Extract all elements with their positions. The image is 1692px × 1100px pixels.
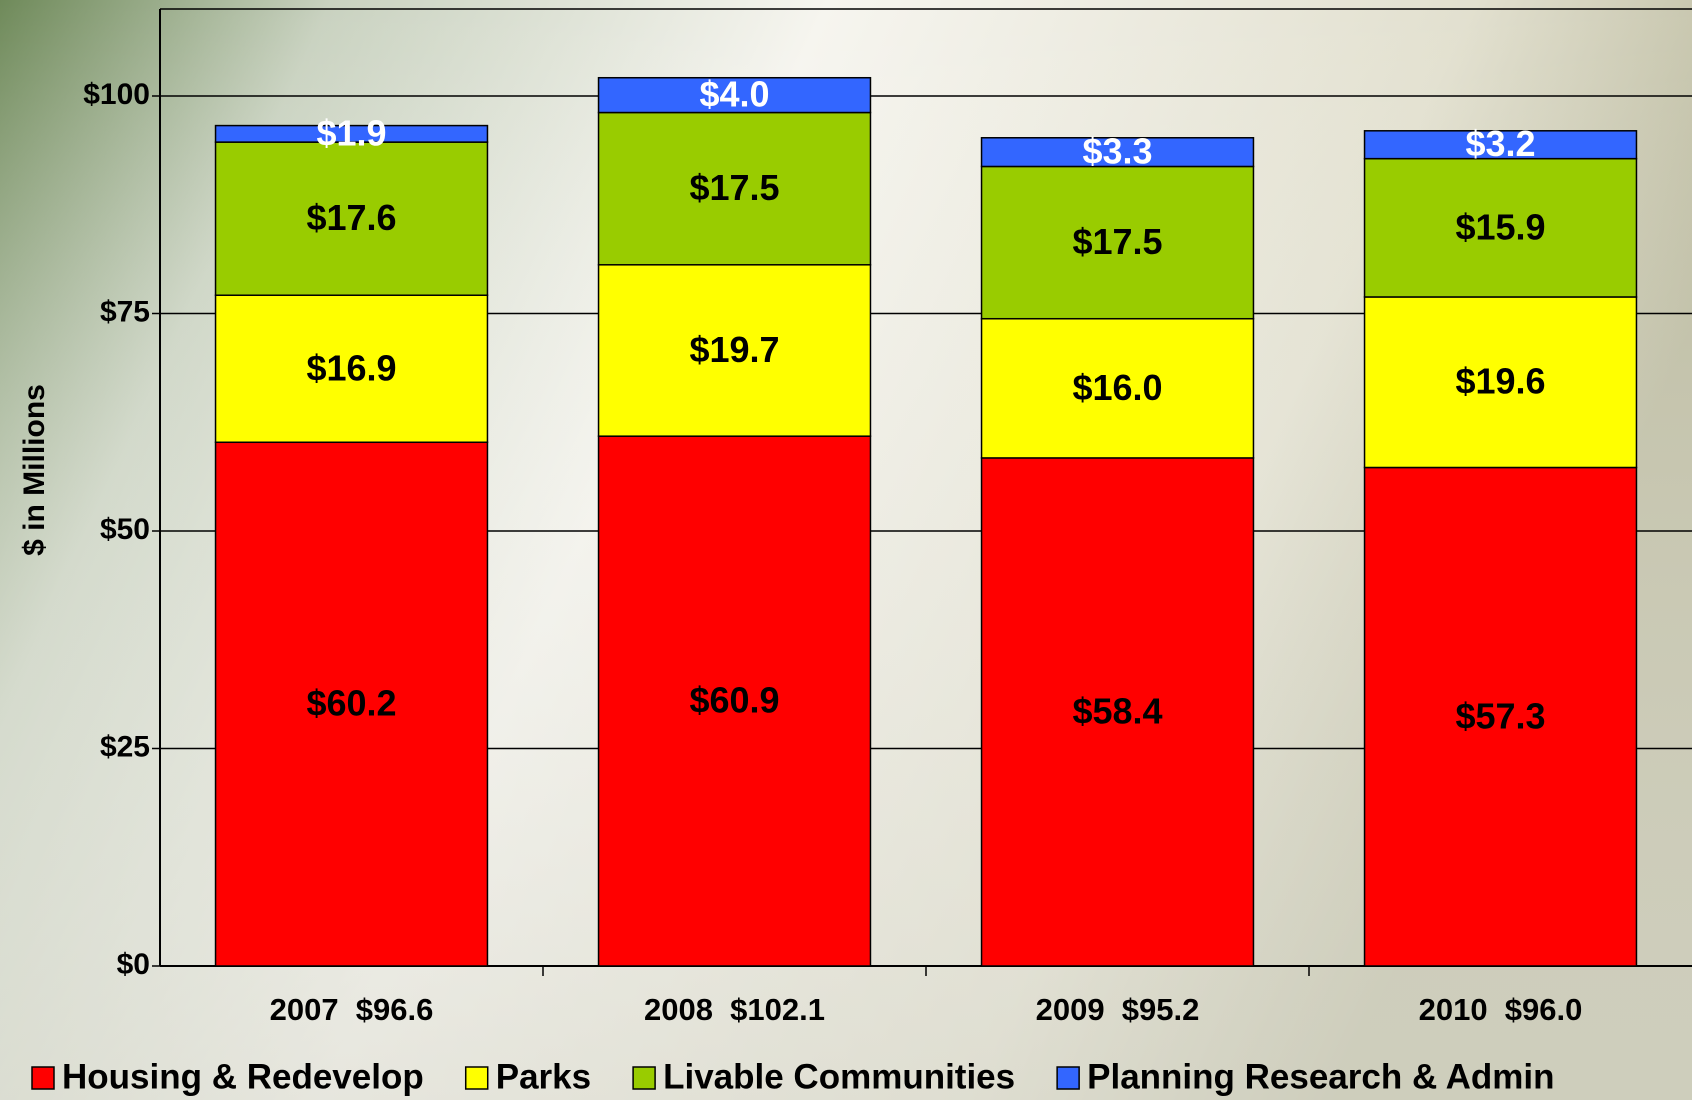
legend-swatch (32, 1067, 54, 1089)
value-label: $17.5 (689, 167, 779, 208)
page: {"chart_data": {"type": "stacked-bar", "… (0, 0, 1692, 1100)
value-label: $19.7 (689, 329, 779, 370)
legend-label: Housing & Redevelop (62, 1057, 424, 1096)
value-label: $17.5 (1072, 221, 1162, 262)
value-label: $57.3 (1455, 695, 1545, 736)
chart: $ in Millions $0 $25 $50 $75 $100 2007 $96.6 $… (0, 0, 1692, 1100)
value-label: $3.3 (1082, 131, 1152, 172)
value-label: $19.6 (1455, 361, 1545, 402)
legend-swatch (466, 1067, 488, 1089)
value-label: $16.9 (306, 347, 396, 388)
x-tick-label: 2007 $96.6 (270, 992, 434, 1027)
value-label: $1.9 (316, 112, 386, 153)
value-label: $58.4 (1072, 690, 1162, 731)
value-label: $60.2 (306, 683, 396, 724)
legend-label: Livable Communities (663, 1057, 1015, 1096)
y-tick-label: $25 (100, 730, 150, 763)
value-label: $17.6 (306, 197, 396, 238)
value-label: $16.0 (1072, 367, 1162, 408)
value-label: $60.9 (689, 680, 779, 721)
y-tick-label: $100 (83, 78, 150, 111)
y-axis-title: $ in Millions (18, 384, 51, 556)
y-tick-label: $75 (100, 295, 150, 328)
y-tick-label: $50 (100, 513, 150, 546)
legend-label: Planning Research & Admin (1087, 1057, 1554, 1096)
legend-swatch (1057, 1067, 1079, 1089)
value-label: $15.9 (1455, 206, 1545, 247)
legend-swatch (633, 1067, 655, 1089)
y-tick-label: $0 (117, 948, 150, 981)
x-tick-label: 2010 $96.0 (1419, 992, 1583, 1027)
x-tick-label: 2009 $95.2 (1036, 992, 1200, 1027)
legend-label: Parks (496, 1057, 591, 1096)
x-tick-label: 2008 $102.1 (644, 992, 825, 1027)
value-label: $3.2 (1465, 123, 1535, 164)
value-label: $4.0 (699, 74, 769, 115)
